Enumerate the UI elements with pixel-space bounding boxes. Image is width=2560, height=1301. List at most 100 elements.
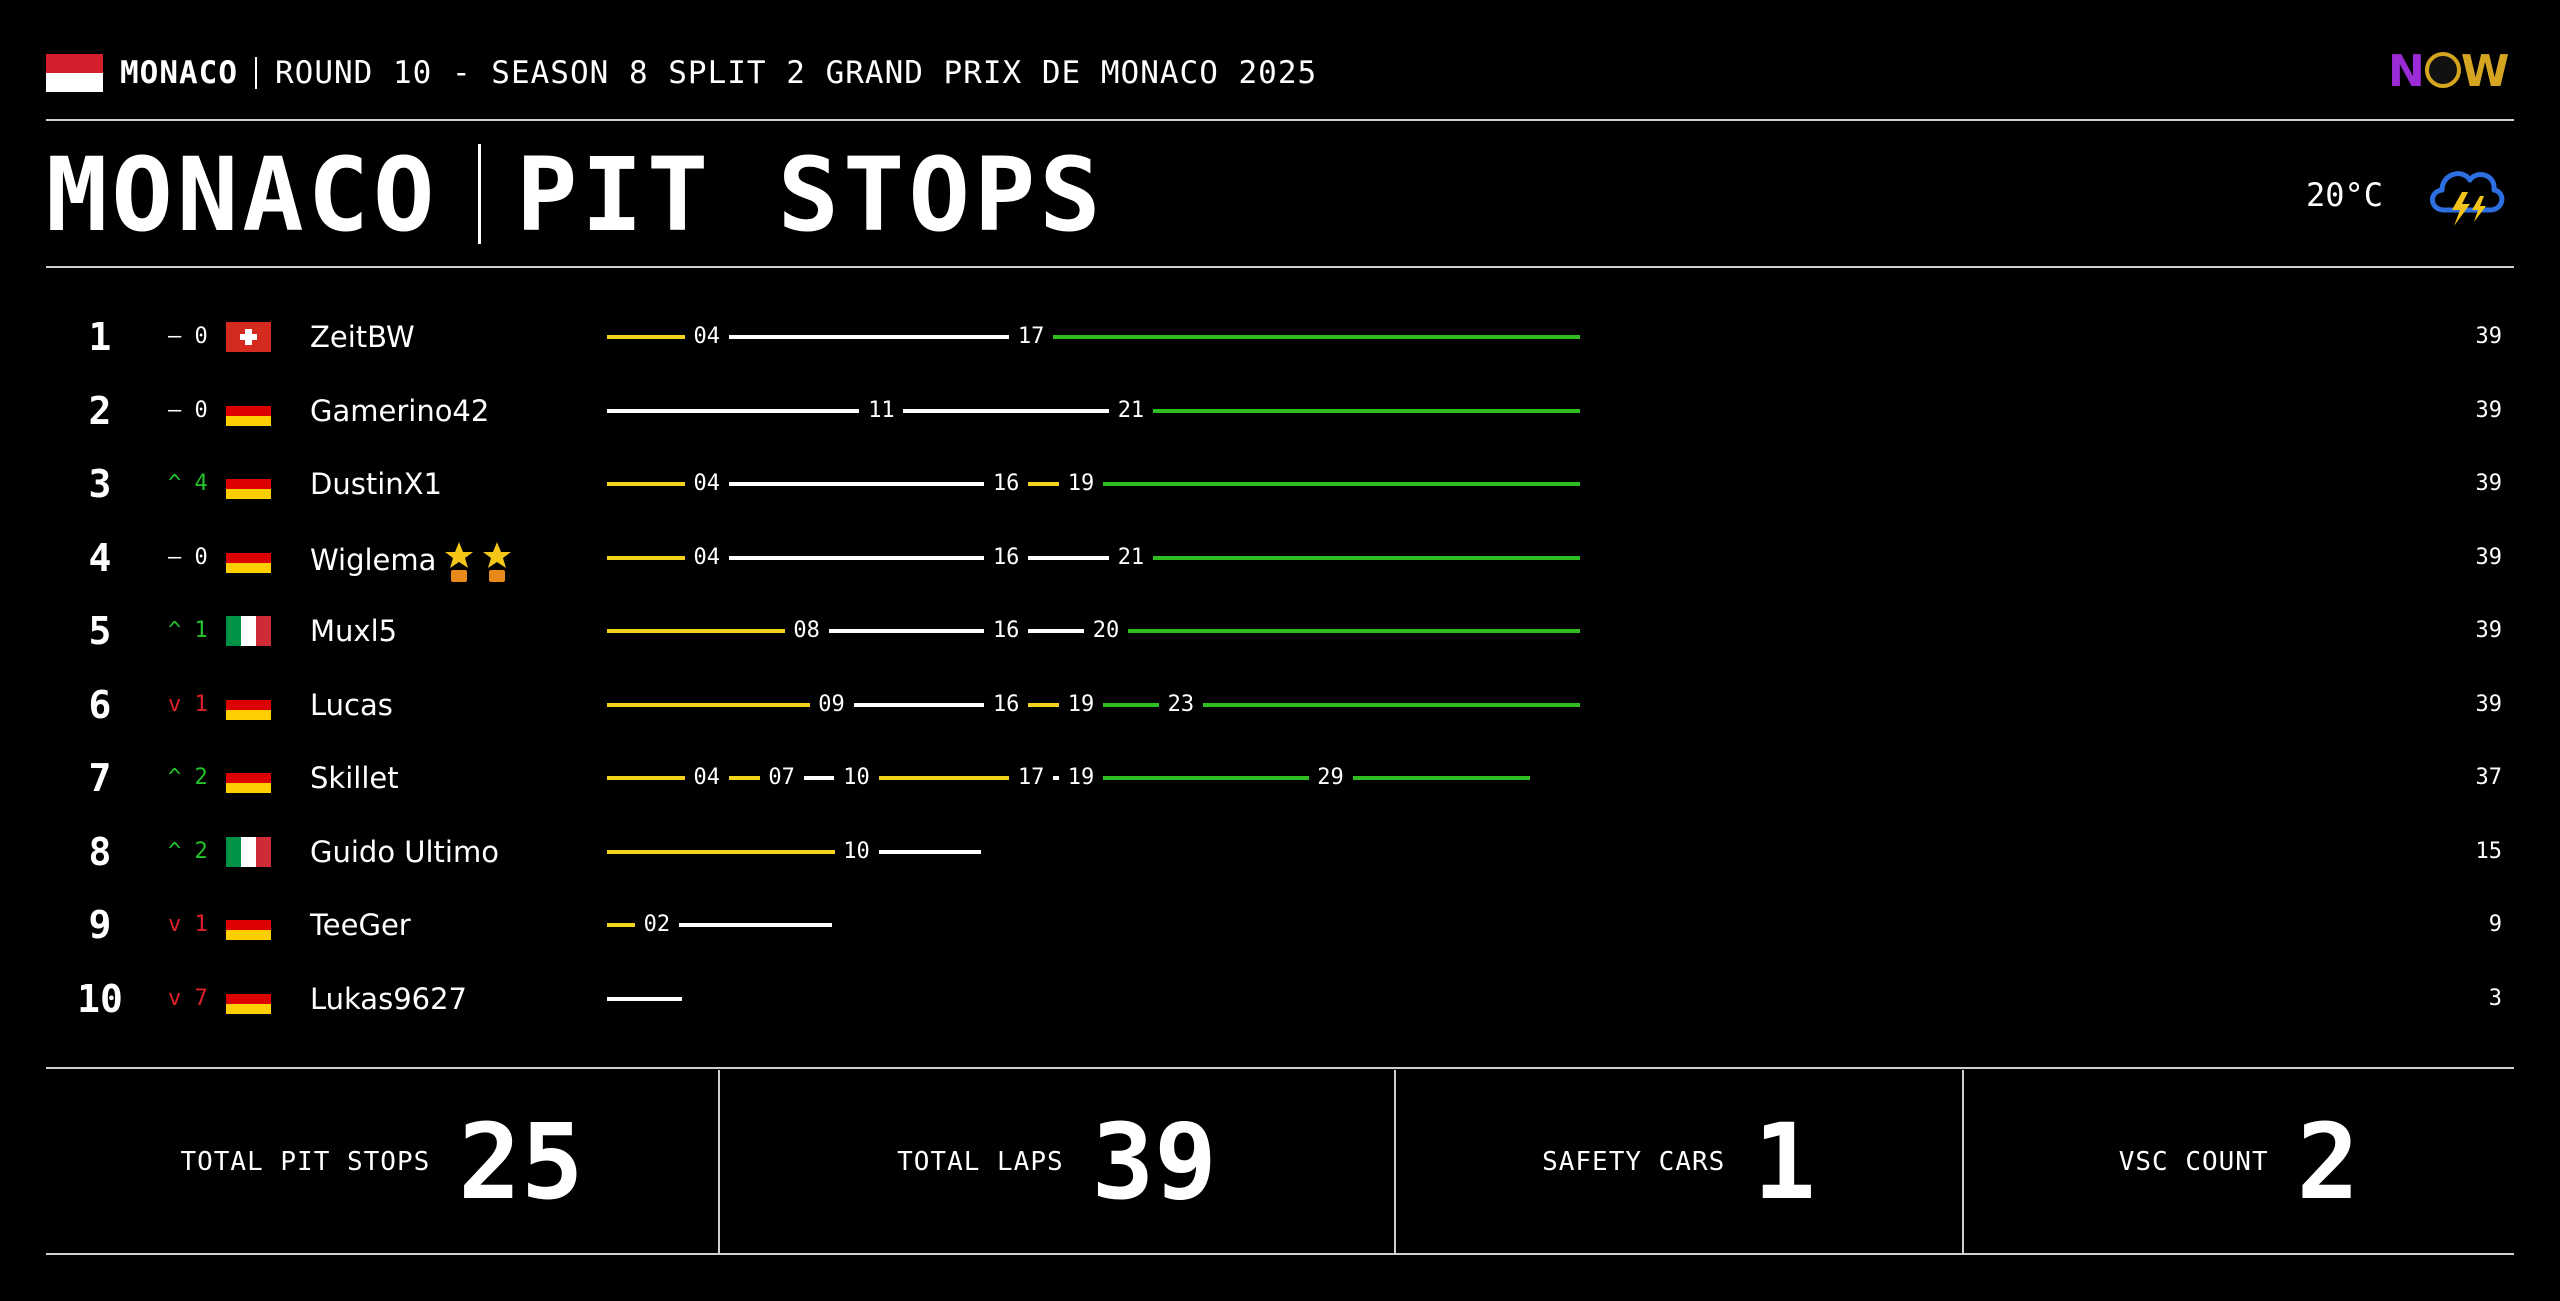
header-country: MONACO	[120, 55, 238, 91]
driver-name: Lukas9627	[310, 981, 467, 1017]
pit-lap-label: 17	[1017, 765, 1045, 790]
pit-lap-label: 08	[793, 618, 820, 643]
position-change: – 0	[168, 324, 208, 349]
stint-bar	[1053, 335, 1581, 339]
stint-bar	[1103, 702, 1159, 707]
stint-bar	[1352, 776, 1531, 780]
position-change: – 0	[168, 397, 208, 423]
stint-bar	[607, 482, 685, 486]
pit-lap-label: 23	[1167, 691, 1195, 717]
driver-name: Gamerino42	[310, 393, 489, 429]
pit-lap-label: 02	[643, 912, 671, 937]
final-lap: 39	[2475, 618, 2503, 643]
pit-lap-label: 10	[843, 838, 870, 864]
final-lap: 39	[2475, 544, 2503, 570]
stat-label: TOTAL PIT STOPS	[180, 1147, 431, 1177]
position-number: 5	[88, 609, 112, 653]
stat-divider	[1394, 1070, 1396, 1254]
stint-bar	[803, 776, 835, 780]
stint-bar	[1103, 776, 1309, 780]
position-change: v 1	[168, 691, 208, 717]
pit-lap-label: 07	[768, 765, 795, 790]
position-number: 10	[77, 976, 123, 1021]
stint-bar	[607, 629, 785, 633]
germany-flag-icon	[226, 395, 271, 426]
germany-flag-icon	[226, 983, 271, 1014]
final-lap: 37	[2475, 765, 2503, 790]
switzerland-flag-icon	[226, 322, 271, 352]
logo-emblem-icon	[2424, 52, 2461, 88]
germany-flag-icon	[226, 542, 271, 573]
stint-bar	[607, 923, 635, 927]
italy-flag-icon	[226, 836, 271, 867]
stint-bar	[1152, 555, 1581, 560]
driver-name: Lucas	[310, 687, 393, 723]
stint-bar	[607, 996, 682, 1001]
driver-name-text: ZeitBW	[310, 320, 415, 354]
stint-bar	[1103, 482, 1581, 486]
position-change: v 7	[168, 985, 208, 1011]
stats-bottom-line	[46, 1253, 2514, 1255]
driver-name-text: Guido Ultimo	[310, 834, 499, 869]
final-lap: 3	[2488, 985, 2502, 1011]
position-change: ^ 2	[168, 838, 208, 864]
italy-flag-icon	[226, 616, 271, 646]
header-divider-line	[46, 119, 2514, 121]
driver-name-text: Lucas	[310, 687, 393, 722]
stint-bar	[678, 923, 832, 927]
germany-flag-icon	[226, 763, 271, 793]
pit-lap-label: 09	[818, 691, 845, 717]
stint-bar	[1053, 776, 1060, 780]
pit-lap-label: 19	[1067, 691, 1095, 717]
stat-label: VSC COUNT	[2118, 1147, 2269, 1177]
stint-bar	[1028, 702, 1060, 707]
stint-bar	[878, 849, 982, 854]
stint-bar	[853, 702, 985, 707]
pit-lap-label: 04	[693, 544, 721, 570]
stat-label: TOTAL LAPS	[897, 1147, 1064, 1177]
pit-lap-label: 19	[1067, 765, 1095, 790]
driver-name-text: TeeGer	[310, 908, 411, 942]
germany-flag-icon	[226, 469, 271, 499]
stat-label: SAFETY CARS	[1542, 1147, 1726, 1177]
stint-bar	[728, 335, 1010, 339]
driver-name-text: Skillet	[310, 761, 399, 795]
germany-flag-icon	[226, 910, 271, 940]
driver-name: ZeitBW	[310, 319, 415, 355]
stint-bar	[1028, 482, 1060, 486]
stat-total-pit-stops: TOTAL PIT STOPS 25	[46, 1072, 718, 1252]
stint-bar	[903, 408, 1109, 413]
champion-star-icon	[482, 540, 512, 584]
pit-lap-label: 11	[868, 397, 895, 423]
pit-lap-label: 21	[1117, 544, 1145, 570]
final-lap: 39	[2475, 691, 2503, 717]
stint-bar	[607, 555, 685, 560]
driver-name: Guido Ultimo	[310, 834, 499, 870]
pit-lap-label: 16	[992, 618, 1020, 643]
stint-bar	[1128, 629, 1581, 633]
stint-bar	[728, 555, 985, 560]
title-divider	[478, 144, 481, 244]
page-title: MONACO	[46, 136, 439, 255]
champion-star-icon	[444, 540, 474, 584]
stat-value: 2	[2296, 1101, 2360, 1223]
pit-lap-label: 16	[992, 691, 1020, 717]
stint-bar	[607, 849, 835, 854]
stat-divider	[718, 1070, 720, 1254]
driver-name: Wiglema	[310, 540, 512, 584]
title-divider-line	[46, 266, 2514, 268]
stint-bar	[828, 629, 985, 633]
driver-name-text: DustinX1	[310, 467, 442, 501]
stat-value: 1	[1753, 1101, 1816, 1223]
stint-bar	[607, 702, 810, 707]
driver-name-text: Lukas9627	[310, 981, 467, 1016]
position-change: ^ 4	[168, 471, 208, 496]
final-lap: 39	[2475, 471, 2503, 496]
page-subtitle: PIT STOPS	[516, 136, 1105, 255]
stat-divider	[1962, 1070, 1964, 1254]
position-number: 9	[88, 903, 112, 947]
monaco-flag-icon	[46, 54, 103, 92]
final-lap: 9	[2488, 912, 2502, 937]
stat-value: 39	[1091, 1101, 1217, 1223]
stat-vsc-count: VSC COUNT 2	[1964, 1072, 2514, 1252]
